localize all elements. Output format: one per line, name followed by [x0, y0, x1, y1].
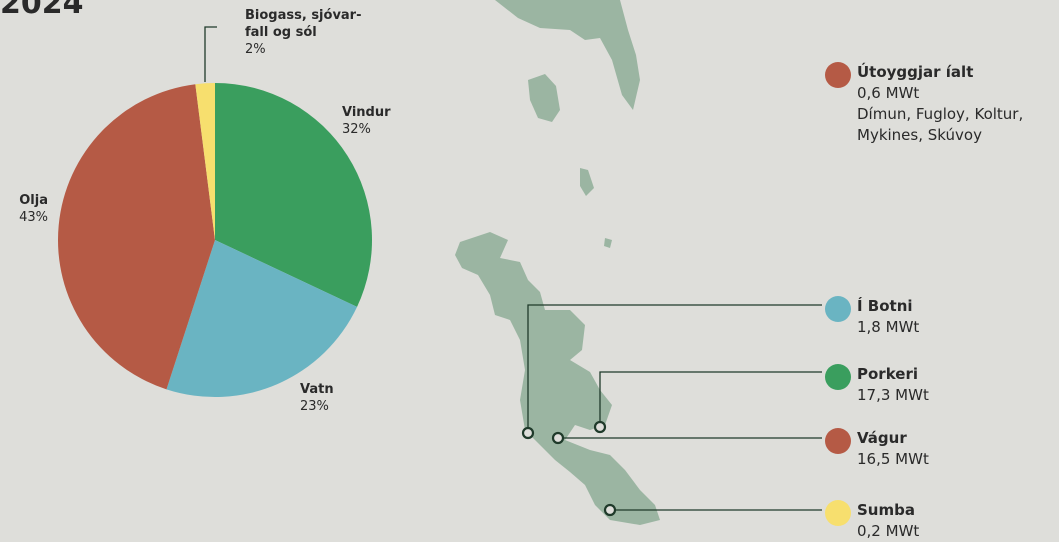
site-name: Porkeri [857, 365, 918, 383]
site-dot [551, 431, 565, 445]
site-note: Dímun, Fugloy, Koltur, Mykines, Skúvoy [857, 105, 1024, 144]
legend-swatch [825, 500, 851, 526]
site-label: Útoyggjar íalt 0,6 MWt Dímun, Fugloy, Kolt… [857, 62, 1052, 146]
site-label: Porkeri 17,3 MWt [857, 364, 1057, 406]
site-capacity: 0,6 MWt [857, 84, 920, 102]
slice-value: 2% [245, 42, 266, 57]
site-name: Útoyggjar íalt [857, 63, 974, 81]
slice-name: Vatn [300, 382, 334, 397]
pie-slice [195, 83, 215, 240]
leader-line [204, 26, 217, 82]
leader-line [527, 304, 822, 433]
slice-label: Olja 43% [19, 192, 48, 226]
site-capacity: 17,3 MWt [857, 386, 929, 404]
slice-name: Biogass, sjóvar-fall og sól [245, 8, 362, 40]
site-name: Sumba [857, 501, 915, 519]
site-dot [521, 426, 535, 440]
slice-value: 23% [300, 399, 329, 414]
chart-title: 2024 [0, 0, 84, 21]
slice-label: Vindur 32% [342, 104, 391, 138]
site-capacity: 1,8 MWt [857, 318, 920, 336]
site-label: Sumba 0,2 MWt [857, 500, 1057, 542]
site-capacity: 16,5 MWt [857, 450, 929, 468]
slice-name: Olja [19, 193, 48, 208]
site-dot [593, 420, 607, 434]
slice-label: Biogass, sjóvar-fall og sól 2% [245, 7, 370, 58]
legend-swatch [825, 364, 851, 390]
leader-lines [204, 26, 822, 511]
legend-swatch [825, 62, 851, 88]
site-label: Vágur 16,5 MWt [857, 428, 1057, 470]
slice-value: 43% [19, 210, 48, 225]
site-name: Vágur [857, 429, 907, 447]
pie-slice [166, 240, 358, 397]
legend-swatch [825, 428, 851, 454]
slice-value: 32% [342, 122, 371, 137]
site-capacity: 0,2 MWt [857, 522, 920, 540]
site-label: Í Botni 1,8 MWt [857, 296, 1057, 338]
pie-slice [215, 83, 372, 307]
legend-swatch [825, 296, 851, 322]
slice-label: Vatn 23% [300, 381, 334, 415]
map-islands [455, 0, 660, 525]
pie-slice [57, 84, 215, 390]
site-name: Í Botni [857, 297, 913, 315]
site-dot [603, 503, 617, 517]
slice-name: Vindur [342, 105, 391, 120]
site-dots [521, 420, 617, 517]
leader-line [599, 371, 822, 427]
